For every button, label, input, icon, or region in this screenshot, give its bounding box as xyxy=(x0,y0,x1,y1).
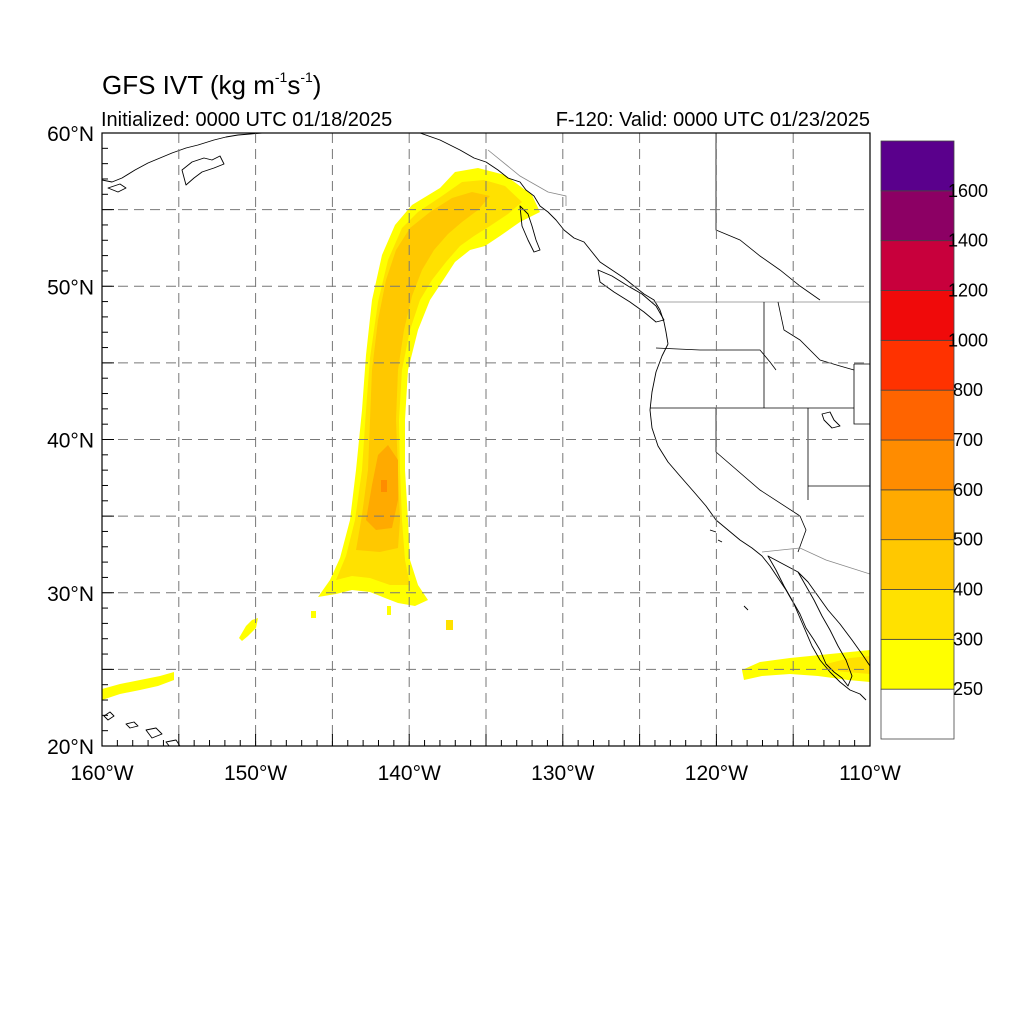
lon-label: 150°W xyxy=(224,762,287,785)
lat-label: 30°N xyxy=(47,583,94,606)
kodiak-island xyxy=(107,183,127,193)
colorbar-label: 600 xyxy=(953,480,983,500)
ivt-hawaii-band xyxy=(102,672,174,700)
arizona-california-border xyxy=(797,515,807,553)
lon-label: 160°W xyxy=(70,762,133,785)
colorbar-box xyxy=(880,539,955,590)
ivt-speckle-west xyxy=(239,618,258,641)
lon-label: 110°W xyxy=(839,762,901,785)
colorbar-label: 1600 xyxy=(948,181,988,201)
lon-label: 140°W xyxy=(378,762,441,785)
colorbar-box xyxy=(880,140,955,192)
colorbar-label: 700 xyxy=(953,430,983,450)
hawaii-island-kauai xyxy=(103,711,115,721)
title-suffix: ) xyxy=(312,70,322,100)
lat-label: 20°N xyxy=(47,736,94,759)
colorbar: 250 300 400 500 600 700 800 1000 1200 1400 1600 xyxy=(880,140,988,740)
colorbar-label: 300 xyxy=(953,629,983,649)
colorbar-box xyxy=(880,240,955,291)
hawaii-island-maui xyxy=(145,727,163,739)
alaska-coast xyxy=(102,133,263,183)
colorbar-box xyxy=(880,389,955,441)
colorbar-box xyxy=(880,688,955,740)
ivt-baja-band xyxy=(742,650,870,682)
coastlines xyxy=(102,133,870,746)
colorbar-label: 1200 xyxy=(948,281,988,301)
colorbar-box xyxy=(880,589,955,640)
colorbar-box xyxy=(880,339,955,391)
nevada-california-border xyxy=(715,408,801,517)
us-mexico-border xyxy=(761,547,870,575)
lat-label: 40°N xyxy=(47,430,94,453)
great-salt-lake xyxy=(821,411,841,429)
title-block: GFS IVT (kg m-1s-1) Initialized: 0000 UT… xyxy=(0,0,1024,140)
bc-yukon-border xyxy=(715,133,821,301)
title-exponent: -1 xyxy=(274,69,288,86)
lat-label: 50°N xyxy=(47,276,94,299)
wyoming-border xyxy=(853,363,870,425)
colorbar-box xyxy=(880,190,955,242)
title-exponent: -1 xyxy=(300,69,313,86)
idaho-montana-border xyxy=(777,301,855,371)
valid-time-label: F-120: Valid: 0000 UTC 01/23/2025 xyxy=(555,109,870,131)
colorbar-box xyxy=(880,489,955,541)
ivt-speckle-east xyxy=(446,620,453,630)
alaska-canada-border xyxy=(487,149,567,206)
channel-islands xyxy=(709,529,749,611)
colorbar-label: 500 xyxy=(953,530,983,550)
colorbar-box xyxy=(880,638,955,690)
lat-label: 60°N xyxy=(47,123,94,146)
colorbar-label: 400 xyxy=(953,580,983,600)
vancouver-island xyxy=(597,269,665,323)
colorbar-box xyxy=(880,439,955,491)
colorbar-box xyxy=(880,290,955,341)
colorbar-label: 250 xyxy=(953,679,983,699)
colorbar-label: 1000 xyxy=(948,330,988,350)
haida-gwaii xyxy=(519,205,541,253)
oregon-washington-border xyxy=(655,347,777,371)
hawaii-island-big xyxy=(165,739,181,746)
map-axes: 160°W 150°W 140°W 130°W 120°W 110°W 20°N 30°N 40… xyxy=(47,123,901,785)
ivt-shading xyxy=(102,168,870,700)
gulf-of-california-coast xyxy=(797,571,870,667)
se-alaska-coast xyxy=(419,133,669,345)
initialized-label: Initialized: 0000 UTC 01/18/2025 xyxy=(101,109,393,131)
title-unit: s xyxy=(287,70,301,100)
lon-label: 130°W xyxy=(531,762,594,785)
map-title: GFS IVT (kg m-1s-1) xyxy=(102,69,322,101)
baja-california xyxy=(767,555,853,687)
colorbar-label: 800 xyxy=(953,380,983,400)
alaska-peninsula-islands xyxy=(181,155,225,186)
ivt-speckle-south xyxy=(387,606,391,615)
colorbar-label: 1400 xyxy=(948,231,988,251)
hawaii-island-oahu xyxy=(125,721,139,729)
us-west-coast xyxy=(649,343,867,701)
lon-label: 120°W xyxy=(685,762,748,785)
ivt-river-700 xyxy=(381,480,387,492)
graticule xyxy=(102,133,870,746)
ivt-speckle-mid xyxy=(311,611,316,618)
title-text: GFS IVT (kg m xyxy=(102,70,275,100)
state-boundaries xyxy=(487,133,870,575)
